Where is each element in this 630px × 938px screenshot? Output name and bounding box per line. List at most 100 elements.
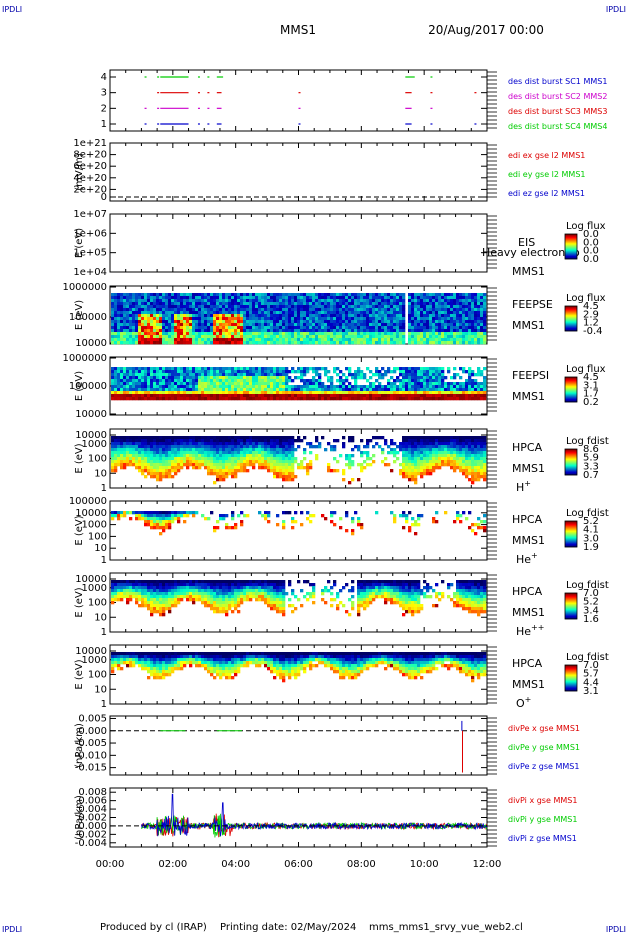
heatmap-cell (387, 397, 390, 400)
heatmap-cell (312, 314, 315, 317)
heatmap-cell (204, 314, 207, 317)
heatmap-cell (120, 394, 123, 397)
heatmap-cell (399, 317, 402, 320)
heatmap-cell (138, 388, 141, 391)
heatmap-cell (396, 299, 399, 302)
heatmap-cell (324, 296, 327, 299)
heatmap-cell (435, 391, 438, 394)
heatmap-cell (156, 394, 159, 397)
heatmap-cell (246, 373, 249, 376)
heatmap-cell (411, 478, 414, 481)
heatmap-cell (285, 382, 288, 385)
heatmap-cell (150, 308, 153, 311)
heatmap-cell (342, 382, 345, 385)
heatmap-cell (123, 305, 126, 308)
heatmap-cell (297, 323, 300, 326)
heatmap-cell (435, 308, 438, 311)
heatmap-cell (360, 373, 363, 376)
heatmap-cell (417, 338, 420, 341)
heatmap-cell (459, 305, 462, 308)
heatmap-cell (333, 317, 336, 320)
heatmap-cell (246, 385, 249, 388)
heatmap-cell (228, 367, 231, 370)
heatmap-cell (423, 454, 426, 457)
heatmap-cell (186, 376, 189, 379)
heatmap-cell (318, 293, 321, 296)
heatmap-cell (180, 338, 183, 341)
heatmap-cell (357, 388, 360, 391)
heatmap-cell (384, 388, 387, 391)
heatmap-cell (315, 302, 318, 305)
heatmap-cell (303, 382, 306, 385)
heatmap-cell (150, 370, 153, 373)
heatmap-cell (291, 335, 294, 338)
heatmap-cell (291, 293, 294, 296)
heatmap-cell (183, 454, 186, 457)
heatmap-cell (222, 338, 225, 341)
heatmap-cell (369, 320, 372, 323)
heatmap-cell (462, 332, 465, 335)
heatmap-cell (174, 293, 177, 296)
heatmap-cell (273, 448, 276, 451)
heatmap-cell (297, 299, 300, 302)
heatmap-cell (402, 451, 405, 454)
heatmap-cell (207, 397, 210, 400)
heatmap-cell (408, 326, 411, 329)
heatmap-cell (273, 457, 276, 460)
heatmap-cell (429, 326, 432, 329)
heatmap-cell (192, 391, 195, 394)
heatmap-cell (297, 320, 300, 323)
heatmap-cell (414, 448, 417, 451)
heatmap-cell (285, 370, 288, 373)
heatmap-cell (300, 341, 303, 344)
heatmap-cell (282, 376, 285, 379)
heatmap-cell (138, 314, 141, 317)
heatmap-cell (312, 320, 315, 323)
heatmap-cell (417, 302, 420, 305)
heatmap-cell (402, 463, 405, 466)
heatmap-cell (372, 296, 375, 299)
heatmap-cell (333, 394, 336, 397)
heatmap-cell (342, 445, 345, 448)
heatmap-cell (312, 338, 315, 341)
heatmap-cell (282, 332, 285, 335)
heatmap-cell (117, 305, 120, 308)
heatmap-cell (129, 338, 132, 341)
heatmap-cell (408, 317, 411, 320)
heatmap-cell (435, 367, 438, 370)
heatmap-cell (276, 454, 279, 457)
heatmap-cell (348, 457, 351, 460)
heatmap-cell (225, 296, 228, 299)
heatmap-cell (177, 338, 180, 341)
heatmap-cell (126, 454, 129, 457)
heatmap-cell (408, 439, 411, 442)
heatmap-cell (465, 341, 468, 344)
heatmap-cell (168, 448, 171, 451)
heatmap-cell (408, 373, 411, 376)
heatmap-cell (159, 442, 162, 445)
y-tick-label: 3 (101, 88, 107, 99)
heatmap-cell (225, 311, 228, 314)
heatmap-cell (201, 311, 204, 314)
heatmap-cell (258, 323, 261, 326)
heatmap-cell (168, 460, 171, 463)
heatmap-cell (417, 299, 420, 302)
heatmap-cell (123, 397, 126, 400)
heatmap-cell (462, 385, 465, 388)
heatmap-cell (123, 367, 126, 370)
heatmap-cell (138, 367, 141, 370)
heatmap-cell (306, 317, 309, 320)
heatmap-cell (468, 308, 471, 311)
heatmap-cell (456, 308, 459, 311)
heatmap-cell (237, 436, 240, 439)
heatmap-cell (144, 317, 147, 320)
heatmap-cell (186, 436, 189, 439)
heatmap-cell (180, 442, 183, 445)
heatmap-cell (363, 314, 366, 317)
heatmap-cell (141, 323, 144, 326)
heatmap-cell (276, 341, 279, 344)
heatmap-cell (360, 397, 363, 400)
heatmap-cell (114, 397, 117, 400)
heatmap-cell (216, 442, 219, 445)
heatmap-cell (399, 329, 402, 332)
